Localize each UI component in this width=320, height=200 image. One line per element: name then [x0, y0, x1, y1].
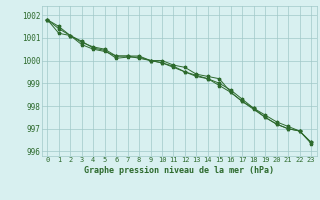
X-axis label: Graphe pression niveau de la mer (hPa): Graphe pression niveau de la mer (hPa): [84, 166, 274, 175]
